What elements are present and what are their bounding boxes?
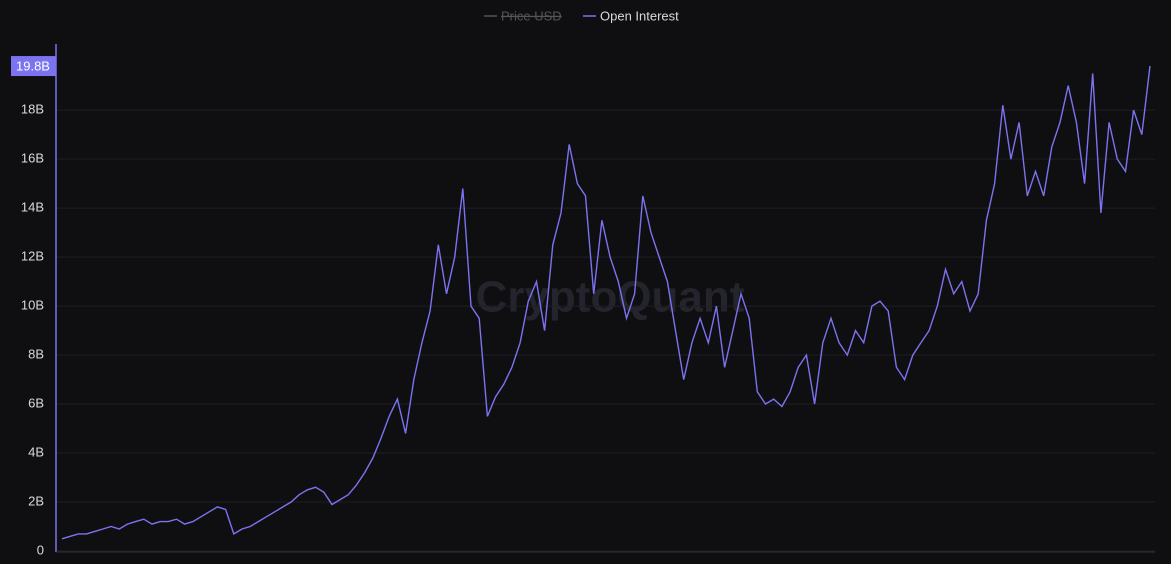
y-tick-label: 4B bbox=[28, 444, 44, 459]
y-tick-label: 10B bbox=[21, 298, 44, 313]
legend-label[interactable]: Price USD bbox=[501, 8, 562, 23]
y-tick-label: 2B bbox=[28, 493, 44, 508]
y-tick-label: 14B bbox=[21, 200, 44, 215]
legend-label[interactable]: Open Interest bbox=[600, 8, 679, 23]
y-tick-label: 18B bbox=[21, 102, 44, 117]
line-series bbox=[61, 65, 1151, 540]
y-tick-label: 6B bbox=[28, 395, 44, 410]
last-value-label: 19.8B bbox=[16, 58, 50, 73]
y-tick-label: 12B bbox=[21, 249, 44, 264]
watermark: CryptoQuant bbox=[476, 273, 745, 322]
y-tick-label: 0 bbox=[37, 542, 44, 557]
last-value-badge bbox=[11, 56, 56, 77]
y-tick-label: 16B bbox=[21, 151, 44, 166]
y-tick-label: 8B bbox=[28, 346, 44, 361]
